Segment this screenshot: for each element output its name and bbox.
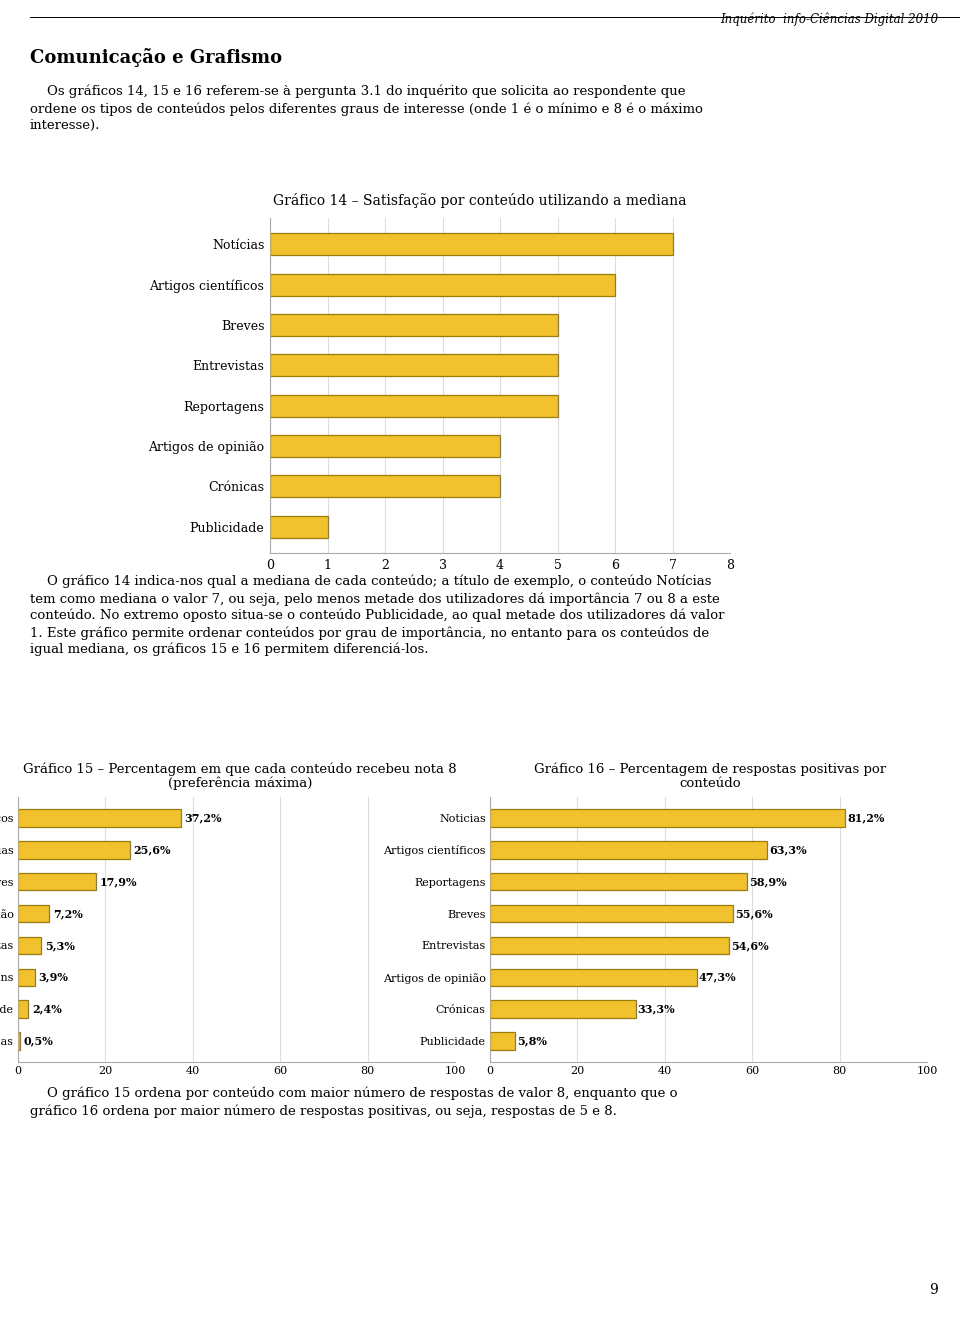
Bar — [18, 968, 36, 986]
Text: O gráfico 14 indica-nos qual a mediana de cada conteúdo; a título de exemplo, o : O gráfico 14 indica-nos qual a mediana d… — [30, 576, 711, 589]
Bar — [18, 842, 130, 859]
Text: igual mediana, os gráficos 15 e 16 permitem diferenciá-los.: igual mediana, os gráficos 15 e 16 permi… — [30, 643, 428, 656]
Text: 25,6%: 25,6% — [133, 844, 171, 855]
Bar — [270, 274, 615, 296]
Text: 7,2%: 7,2% — [53, 907, 83, 919]
Text: 3,9%: 3,9% — [38, 972, 68, 982]
Text: 54,6%: 54,6% — [731, 940, 768, 951]
Bar — [490, 968, 697, 986]
Bar — [18, 873, 96, 890]
Bar — [18, 936, 41, 955]
Text: 33,3%: 33,3% — [637, 1004, 675, 1015]
Text: 55,6%: 55,6% — [735, 907, 773, 919]
Bar — [490, 905, 733, 922]
Text: 1. Este gráfico permite ordenar conteúdos por grau de importância, no entanto pa: 1. Este gráfico permite ordenar conteúdo… — [30, 626, 709, 640]
Text: 0,5%: 0,5% — [24, 1035, 54, 1047]
Bar — [270, 395, 558, 416]
Bar — [18, 1001, 29, 1018]
Bar — [18, 809, 180, 827]
Text: 9: 9 — [929, 1283, 938, 1297]
Text: 5,8%: 5,8% — [517, 1035, 547, 1047]
Text: gráfico 16 ordena por maior número de respostas positivas, ou seja, respostas de: gráfico 16 ordena por maior número de re… — [30, 1104, 617, 1118]
Bar — [18, 1033, 20, 1050]
Text: Gráfico 14 – Satisfação por conteúdo utilizando a mediana: Gráfico 14 – Satisfação por conteúdo uti… — [274, 194, 686, 208]
Text: conteúdo: conteúdo — [679, 777, 741, 790]
Text: Comunicação e Grafismo: Comunicação e Grafismo — [30, 47, 282, 67]
Bar — [490, 1033, 516, 1050]
Bar — [490, 1001, 636, 1018]
Text: 5,3%: 5,3% — [45, 940, 75, 951]
Text: O gráfico 15 ordena por conteúdo com maior número de respostas de valor 8, enqua: O gráfico 15 ordena por conteúdo com mai… — [30, 1087, 678, 1101]
Bar — [270, 233, 673, 255]
Bar — [270, 475, 500, 498]
Text: 47,3%: 47,3% — [699, 972, 736, 982]
Text: tem como mediana o valor 7, ou seja, pelo menos metade dos utilizadores dá impor: tem como mediana o valor 7, ou seja, pel… — [30, 593, 720, 606]
Text: interesse).: interesse). — [30, 119, 101, 132]
Bar — [490, 809, 845, 827]
Bar — [270, 354, 558, 377]
Text: conteúdo. No extremo oposto situa-se o conteúdo Publicidade, ao qual metade dos : conteúdo. No extremo oposto situa-se o c… — [30, 608, 725, 623]
Bar — [490, 936, 729, 955]
Bar — [270, 313, 558, 336]
Text: (preferência máxima): (preferência máxima) — [168, 777, 312, 790]
Text: Os gráficos 14, 15 e 16 referem-se à pergunta 3.1 do inquérito que solicita ao r: Os gráficos 14, 15 e 16 referem-se à per… — [30, 86, 685, 99]
Text: 63,3%: 63,3% — [769, 844, 806, 855]
Bar — [270, 515, 327, 537]
Text: 37,2%: 37,2% — [184, 813, 222, 823]
Text: 58,9%: 58,9% — [750, 876, 787, 888]
Bar — [490, 842, 767, 859]
Text: 81,2%: 81,2% — [847, 813, 884, 823]
Text: Inquérito  info-Ciências Digital 2010: Inquérito info-Ciências Digital 2010 — [720, 13, 938, 26]
Text: Gráfico 16 – Percentagem de respostas positivas por: Gráfico 16 – Percentagem de respostas po… — [534, 763, 886, 776]
Text: 17,9%: 17,9% — [100, 876, 137, 888]
Text: Gráfico 15 – Percentagem em que cada conteúdo recebeu nota 8: Gráfico 15 – Percentagem em que cada con… — [23, 763, 457, 776]
Text: 2,4%: 2,4% — [32, 1004, 61, 1015]
Bar — [490, 873, 748, 890]
Text: ordene os tipos de conteúdos pelos diferentes graus de interesse (onde 1 é o mín: ordene os tipos de conteúdos pelos difer… — [30, 101, 703, 116]
Bar — [18, 905, 50, 922]
Bar — [270, 435, 500, 457]
